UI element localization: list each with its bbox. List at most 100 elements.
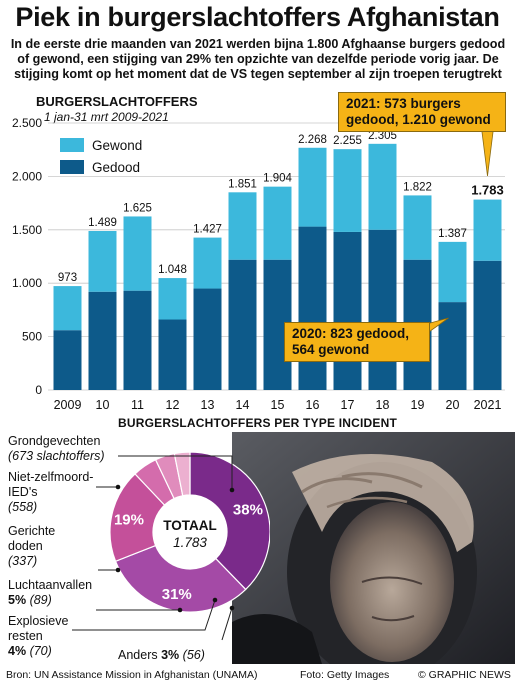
- label-luchtaanvallen: Luchtaanvallen 5% (89): [8, 578, 92, 608]
- label-anders: Anders 3% (56): [118, 648, 205, 663]
- x-tick-label: 15: [271, 398, 285, 412]
- bar-gewond: [53, 286, 82, 331]
- leader-dot: [177, 607, 183, 613]
- label-lucht-stats: 5% (89): [8, 593, 52, 607]
- y-tick-label: 0: [35, 383, 42, 397]
- bar-total-label: 1.783: [471, 183, 504, 198]
- x-tick-label: 2009: [54, 398, 82, 412]
- bar-chart-title: BURGERSLACHTOFFERS: [36, 94, 198, 109]
- bar-total-label: 1.851: [228, 178, 257, 190]
- donut-chart-title: BURGERSLACHTOFFERS PER TYPE INCIDENT: [118, 416, 397, 430]
- footer-credit: © GRAPHIC NEWS: [418, 669, 511, 681]
- bar-gedood: [333, 231, 362, 390]
- bar-gewond: [88, 230, 117, 292]
- callout-2020: 2020: 823 gedood, 564 gewond: [284, 322, 430, 362]
- bar-total-label: 1.822: [403, 181, 432, 193]
- label-grondgevechten-name: Grondgevechten: [8, 434, 101, 448]
- bar-gedood: [438, 302, 467, 390]
- leader-line: [221, 607, 233, 641]
- donut-pct-label: 31%: [162, 586, 192, 603]
- x-tick-label: 12: [166, 398, 180, 412]
- bar-gewond: [158, 278, 187, 320]
- leader-dot: [115, 567, 121, 573]
- y-tick-label: 2.000: [12, 169, 42, 183]
- bar-total-label: 1.048: [158, 264, 187, 276]
- y-tick-label: 1.500: [12, 223, 42, 237]
- label-expl-name-2: resten: [8, 629, 43, 643]
- bar-gedood: [53, 330, 82, 390]
- label-ied: Niet-zelfmoord- IED's (558): [8, 470, 93, 515]
- bar-total-label: 1.387: [438, 228, 467, 240]
- label-grondgevechten: Grondgevechten (673 slachtoffers): [8, 434, 105, 464]
- donut-pct-label: 38%: [233, 502, 263, 519]
- bar-total-label: 2.268: [298, 134, 327, 146]
- bar-gedood: [158, 319, 187, 390]
- photo-illustration: [232, 432, 515, 664]
- bar-gewond: [333, 149, 362, 232]
- label-gerichte-doden: Gerichte doden (337): [8, 524, 55, 569]
- legend-swatch: [60, 138, 84, 152]
- leader-line: [72, 599, 216, 631]
- bar-gewond: [123, 216, 152, 291]
- bar-total-label: 1.489: [88, 217, 117, 229]
- leader-dot: [229, 487, 235, 493]
- bar-gedood: [228, 259, 257, 390]
- label-grondgevechten-value: (673 slachtoffers): [8, 449, 105, 463]
- donut-center-value: 1.783: [173, 535, 207, 550]
- label-anders-name: Anders: [118, 648, 158, 662]
- bar-total-label: 2.255: [333, 135, 362, 147]
- label-gerichte-name-1: Gerichte: [8, 524, 56, 538]
- label-gerichte-value: (337): [8, 554, 38, 568]
- bar-gewond: [438, 241, 467, 303]
- y-tick-label: 1.000: [12, 276, 42, 290]
- bar-total-label: 1.904: [263, 173, 292, 185]
- legend-swatch: [60, 160, 84, 174]
- callout-2021-pointer: [481, 127, 494, 177]
- bar-total-label: 973: [58, 272, 77, 284]
- x-tick-label: 20: [446, 398, 460, 412]
- x-tick-label: 14: [236, 398, 250, 412]
- page-subtitle: In de eerste drie maanden van 2021 werde…: [10, 37, 506, 81]
- bar-gedood: [473, 260, 502, 390]
- bar-gedood: [368, 229, 397, 390]
- label-expl-name-1: Explosieve: [8, 614, 69, 628]
- donut-chart: 38% 31% 19% TOTAAL 1.783: [72, 451, 270, 641]
- leader-dot: [229, 605, 235, 611]
- x-tick-label: 19: [411, 398, 425, 412]
- footer-photo-credit: Foto: Getty Images: [300, 669, 390, 681]
- bar-gewond: [403, 195, 432, 260]
- leader-dot: [212, 597, 218, 603]
- bar-gewond: [263, 186, 292, 260]
- legend-label: Gewond: [92, 138, 142, 153]
- label-expl-stats: 4% (70): [8, 644, 52, 658]
- bar-gewond: [228, 192, 257, 260]
- label-ied-name-2: IED's: [8, 485, 38, 499]
- bar-chart: 0 500 1.000 1.500 2.000 2.500 973 2009 1.489 10 1.…: [12, 118, 505, 412]
- bar-total-label: 1.427: [193, 224, 222, 236]
- x-tick-label: 2021: [474, 398, 502, 412]
- label-anders-pct: 3%: [161, 648, 180, 662]
- label-lucht-name: Luchtaanvallen: [8, 578, 93, 592]
- label-explosieve-resten: Explosieve resten 4% (70): [8, 614, 68, 659]
- x-tick-label: 10: [96, 398, 110, 412]
- leader-dot: [115, 484, 121, 490]
- label-gerichte-name-2: doden: [8, 539, 43, 553]
- bar-chart-subtitle: 1 jan-31 mrt 2009-2021: [44, 110, 169, 124]
- y-tick-label: 2.500: [12, 118, 42, 130]
- bar-gewond: [298, 147, 327, 227]
- bar-gewond: [368, 143, 397, 230]
- legend-label: Gedood: [92, 160, 140, 175]
- y-tick-label: 500: [22, 330, 42, 344]
- donut-center-label: TOTAAL: [163, 518, 217, 533]
- bar-total-label: 1.625: [123, 202, 152, 214]
- photo-afghan-woman: [232, 432, 515, 664]
- x-tick-label: 13: [201, 398, 215, 412]
- donut-pct-label: 19%: [114, 511, 144, 528]
- footer-source: Bron: UN Assistance Mission in Afghanist…: [6, 669, 258, 681]
- x-tick-label: 11: [131, 398, 144, 412]
- donut-hole: [153, 495, 227, 569]
- bar-total-label: 2.305: [368, 130, 397, 142]
- leader-line: [118, 455, 233, 490]
- bar-gewond: [193, 237, 222, 289]
- bar-gedood: [298, 226, 327, 390]
